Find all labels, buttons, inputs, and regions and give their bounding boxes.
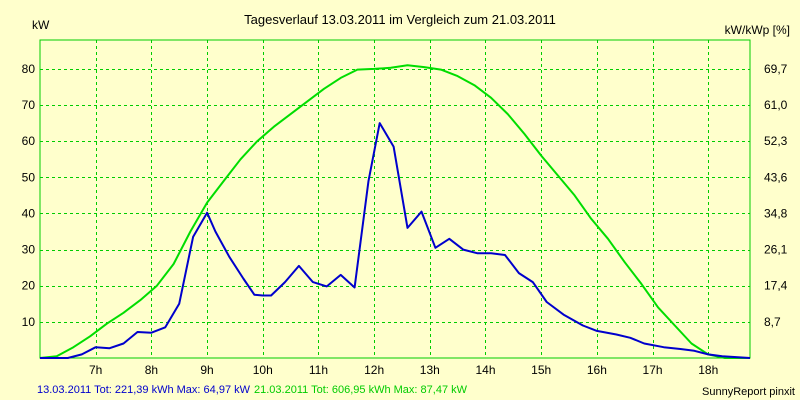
x-tick-label: 17h	[643, 363, 663, 377]
y-tick-label-left: 70	[22, 98, 36, 112]
grid-lines	[40, 40, 750, 358]
plot-area	[39, 39, 751, 359]
y-tick-label-left: 20	[22, 279, 36, 293]
y-tick-label-right: 8,7	[764, 315, 781, 329]
y-tick-label-right: 61,0	[764, 98, 788, 112]
x-tick-label: 7h	[89, 363, 102, 377]
y-axis-right-label: kW/kWp [%]	[725, 23, 790, 37]
x-tick-label: 9h	[200, 363, 213, 377]
y-tick-label-right: 34,8	[764, 206, 788, 220]
x-tick-label: 14h	[475, 363, 495, 377]
x-tick-labels: 7h 8h 9h 10h 11h 12h 13h 14h 15h 16h 17h 18h	[89, 363, 718, 377]
y-tick-labels-right: 8,7 17,4 26,1 34,8 43,6 52,3 61,0 69,7	[764, 62, 788, 329]
x-tick-label: 10h	[253, 363, 273, 377]
y-tick-label-right: 52,3	[764, 134, 788, 148]
y-tick-label-right: 17,4	[764, 279, 788, 293]
chart-title: Tagesverlauf 13.03.2011 im Vergleich zum…	[244, 12, 556, 27]
y-tick-label-left: 50	[22, 170, 36, 184]
x-tick-label: 16h	[587, 363, 607, 377]
y-tick-label-right: 43,6	[764, 170, 788, 184]
x-tick-label: 18h	[698, 363, 718, 377]
footer-series2-summary: 21.03.2011 Tot: 606,95 kWh Max: 87,47 kW	[254, 384, 468, 396]
y-tick-label-left: 60	[22, 134, 36, 148]
y-tick-labels-left: 10 20 30 40 50 60 70 80	[22, 62, 36, 329]
y-axis-left-label: kW	[32, 18, 50, 32]
series-lines	[39, 64, 751, 359]
y-tick-label-left: 80	[22, 62, 36, 76]
x-tick-label: 13h	[420, 363, 440, 377]
y-tick-label-left: 30	[22, 243, 36, 257]
y-tick-label-right: 69,7	[764, 62, 788, 76]
x-tick-label: 11h	[309, 363, 328, 377]
footer-series1-summary: 13.03.2011 Tot: 221,39 kWh Max: 64,97 kW	[37, 384, 251, 396]
x-tick-label: 15h	[531, 363, 551, 377]
series-line-1	[40, 122, 751, 359]
x-tick-label: 12h	[364, 363, 384, 377]
brand-label: SunnyReport pinxit	[702, 386, 795, 398]
y-tick-label-left: 40	[22, 206, 36, 220]
series-line-2	[39, 64, 750, 359]
y-tick-label-left: 10	[22, 315, 36, 329]
x-tick-label: 8h	[145, 363, 158, 377]
footer-summary: 13.03.2011 Tot: 221,39 kWh Max: 64,97 kW…	[37, 384, 468, 396]
y-tick-label-right: 26,1	[764, 243, 788, 257]
